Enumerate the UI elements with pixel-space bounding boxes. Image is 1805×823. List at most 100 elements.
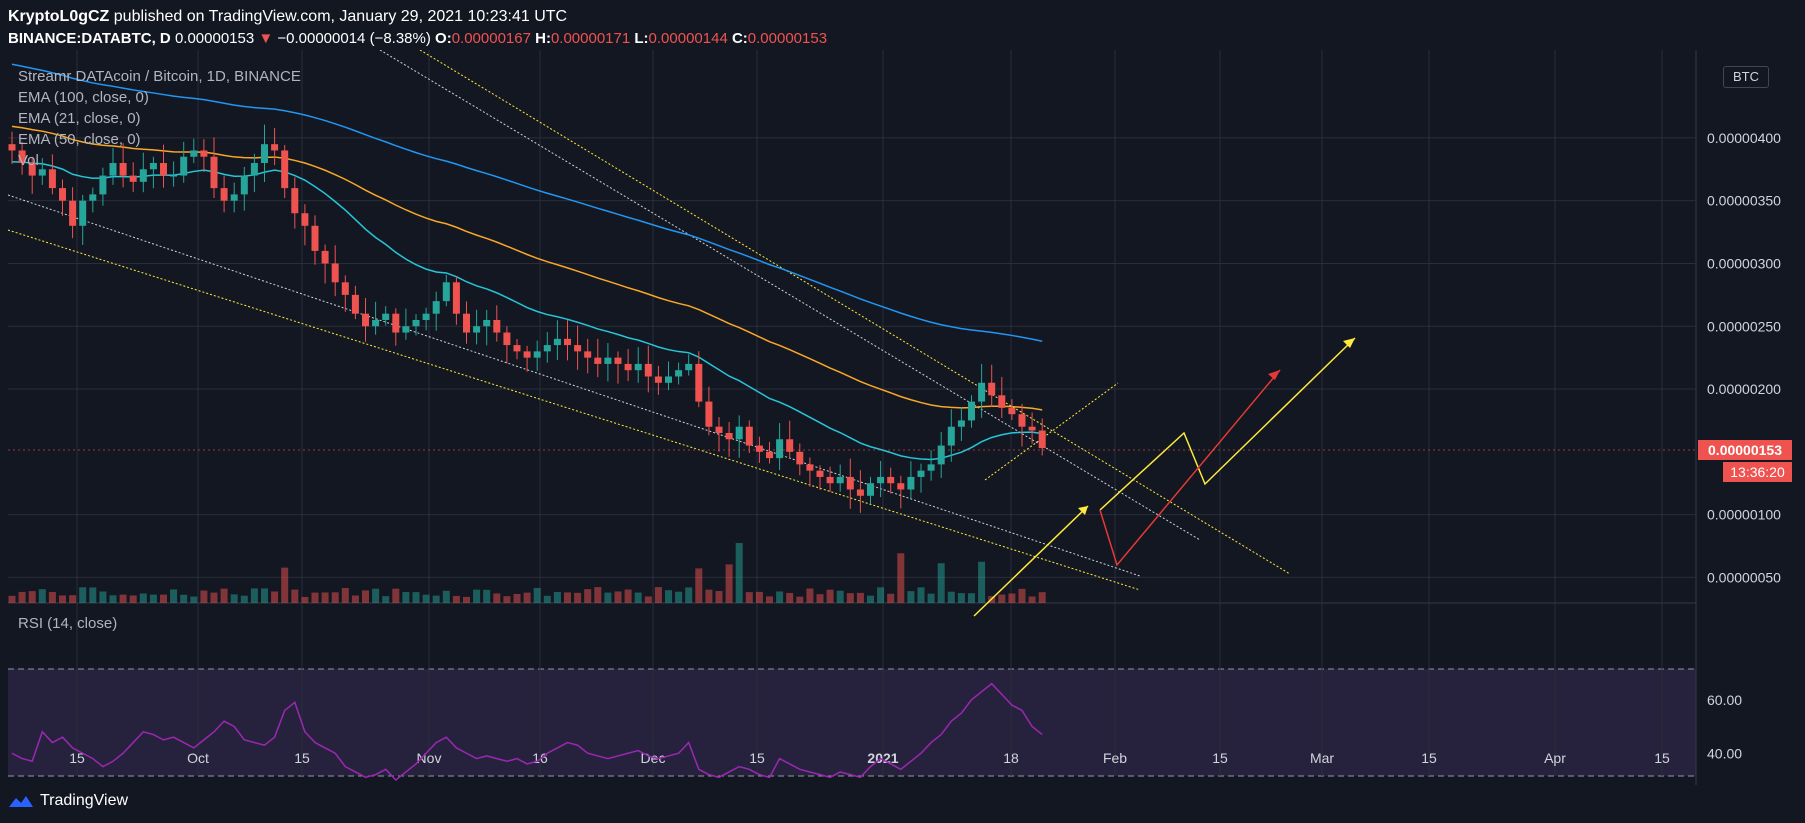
candle-body — [1008, 407, 1016, 415]
candle-body — [564, 338, 571, 346]
volume-bar — [402, 592, 410, 603]
legend-ema21[interactable]: EMA (21, close, 0) — [18, 110, 141, 127]
volume-bar — [725, 564, 733, 603]
candle-body — [473, 326, 481, 333]
volume-bar — [998, 594, 1006, 603]
candle-body — [786, 439, 794, 452]
brand-name[interactable]: TradingView — [40, 792, 129, 809]
open-label: O: — [435, 30, 452, 47]
volume-bar — [109, 595, 117, 603]
legend-ema100[interactable]: EMA (100, close, 0) — [18, 89, 149, 106]
candle-body — [250, 163, 258, 176]
volume-bar — [69, 595, 77, 603]
candle-body — [998, 395, 1006, 408]
candle-body — [1038, 430, 1046, 449]
candle-body — [1028, 426, 1036, 431]
candle-body — [705, 401, 713, 427]
volume-bar — [806, 588, 814, 603]
candle-body — [937, 445, 945, 465]
candle-body — [139, 169, 147, 182]
legend-vol[interactable]: Vol — [18, 152, 39, 169]
price-chart[interactable]: 0.00000400 0.00000350 0.00000300 0.00000250… — [0, 50, 1805, 785]
candle-body — [210, 156, 218, 189]
candle-body — [725, 432, 733, 440]
candle-body — [715, 426, 723, 433]
volume-bar — [281, 567, 289, 603]
volume-bar — [957, 593, 965, 603]
candle-body — [372, 319, 380, 327]
volume-bar — [1008, 593, 1016, 603]
volume-bar — [230, 594, 238, 603]
down-arrow-icon: ▼ — [258, 30, 274, 47]
symbol-name[interactable]: BINANCE:DATABTC, D — [8, 30, 171, 47]
channel-lower-line — [7, 194, 1141, 577]
volume-bar — [513, 593, 521, 603]
volume-bar — [321, 592, 329, 603]
volume-bar — [927, 593, 935, 603]
volume-bar — [1038, 592, 1046, 603]
volume-bar — [503, 596, 511, 603]
tradingview-logo-icon[interactable] — [8, 793, 34, 809]
volume-bar — [584, 589, 592, 603]
volume-bar — [735, 543, 743, 603]
arrowhead — [1078, 506, 1088, 515]
price-tick-label: 0.00000100 — [1707, 507, 1781, 523]
rsi-pane[interactable] — [8, 618, 1696, 776]
candle-body — [99, 175, 107, 195]
candle-body — [856, 489, 864, 496]
volume-bar — [604, 592, 612, 603]
candle-body — [503, 332, 511, 346]
volume-bar — [79, 587, 87, 603]
candle-body — [543, 345, 551, 352]
legend-ema50[interactable]: EMA (50, close, 0) — [18, 131, 141, 148]
author-name[interactable]: KryptoL0gCZ — [8, 8, 110, 25]
footer: TradingView — [8, 788, 128, 814]
time-tick-label: 15 — [1212, 750, 1228, 766]
time-tick-label: Feb — [1103, 750, 1127, 766]
candle-body — [988, 382, 996, 396]
candle-body — [200, 150, 208, 157]
rsi-tick-label: 60.00 — [1707, 692, 1742, 708]
candle-body — [89, 194, 97, 201]
candle-body — [79, 200, 87, 226]
legend-rsi[interactable]: RSI (14, close) — [18, 615, 118, 632]
legend-title[interactable]: Streamr DATAcoin / Bitcoin, 1D, BINANCE — [18, 68, 301, 85]
volume-bar — [372, 588, 380, 603]
candle-body — [523, 351, 531, 358]
volume-bar — [644, 596, 652, 603]
time-tick-label: 2021 — [867, 750, 898, 766]
candle-body — [220, 188, 228, 201]
candle-body — [624, 363, 632, 371]
time-axis[interactable]: 15 Oct 15 Nov 16 Dec 15 2021 18 Feb 15 Mar 15 Apr 15 — [69, 750, 1670, 766]
currency-label[interactable]: BTC — [1723, 66, 1769, 88]
annotations[interactable] — [973, 337, 1356, 617]
volume-bar — [776, 591, 784, 603]
candle-body — [826, 476, 834, 484]
close-label: C: — [731, 30, 748, 47]
yellow-projection-path — [1099, 337, 1356, 511]
volume-bar — [160, 594, 167, 603]
volume-bar — [897, 553, 905, 603]
candle-body — [301, 213, 309, 226]
volume-bar — [28, 591, 36, 603]
candle-body — [422, 313, 430, 320]
candle-body — [59, 188, 66, 201]
close-value: 0.00000153 — [747, 30, 828, 47]
candle-body — [48, 169, 56, 189]
candle-body — [351, 294, 359, 314]
candle-body — [867, 483, 874, 496]
candle-body — [38, 169, 46, 176]
candle-body — [907, 476, 915, 490]
volume-bar — [291, 589, 299, 603]
candle-body — [149, 163, 157, 170]
rsi-tick-label: 40.00 — [1707, 745, 1742, 761]
price-axis[interactable]: 0.00000400 0.00000350 0.00000300 0.00000250… — [1707, 130, 1781, 585]
volume-bar — [392, 588, 400, 603]
volume-bar — [473, 589, 481, 603]
volume-bar — [654, 587, 662, 603]
candle-body — [766, 451, 773, 459]
volume-bar — [907, 591, 915, 603]
trend-channel[interactable] — [7, 50, 1291, 591]
volume-bar — [170, 589, 178, 603]
volume-bar — [463, 596, 470, 603]
